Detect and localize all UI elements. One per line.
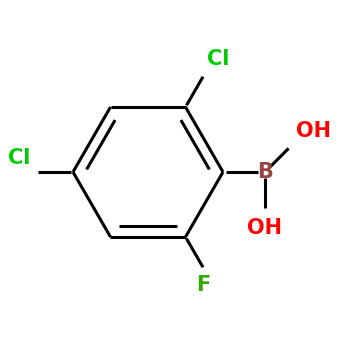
Text: Cl: Cl — [207, 49, 229, 69]
Text: OH: OH — [247, 218, 282, 238]
Text: F: F — [196, 275, 210, 295]
Text: Cl: Cl — [8, 148, 30, 168]
Text: B: B — [257, 162, 273, 182]
Text: OH: OH — [296, 121, 331, 141]
